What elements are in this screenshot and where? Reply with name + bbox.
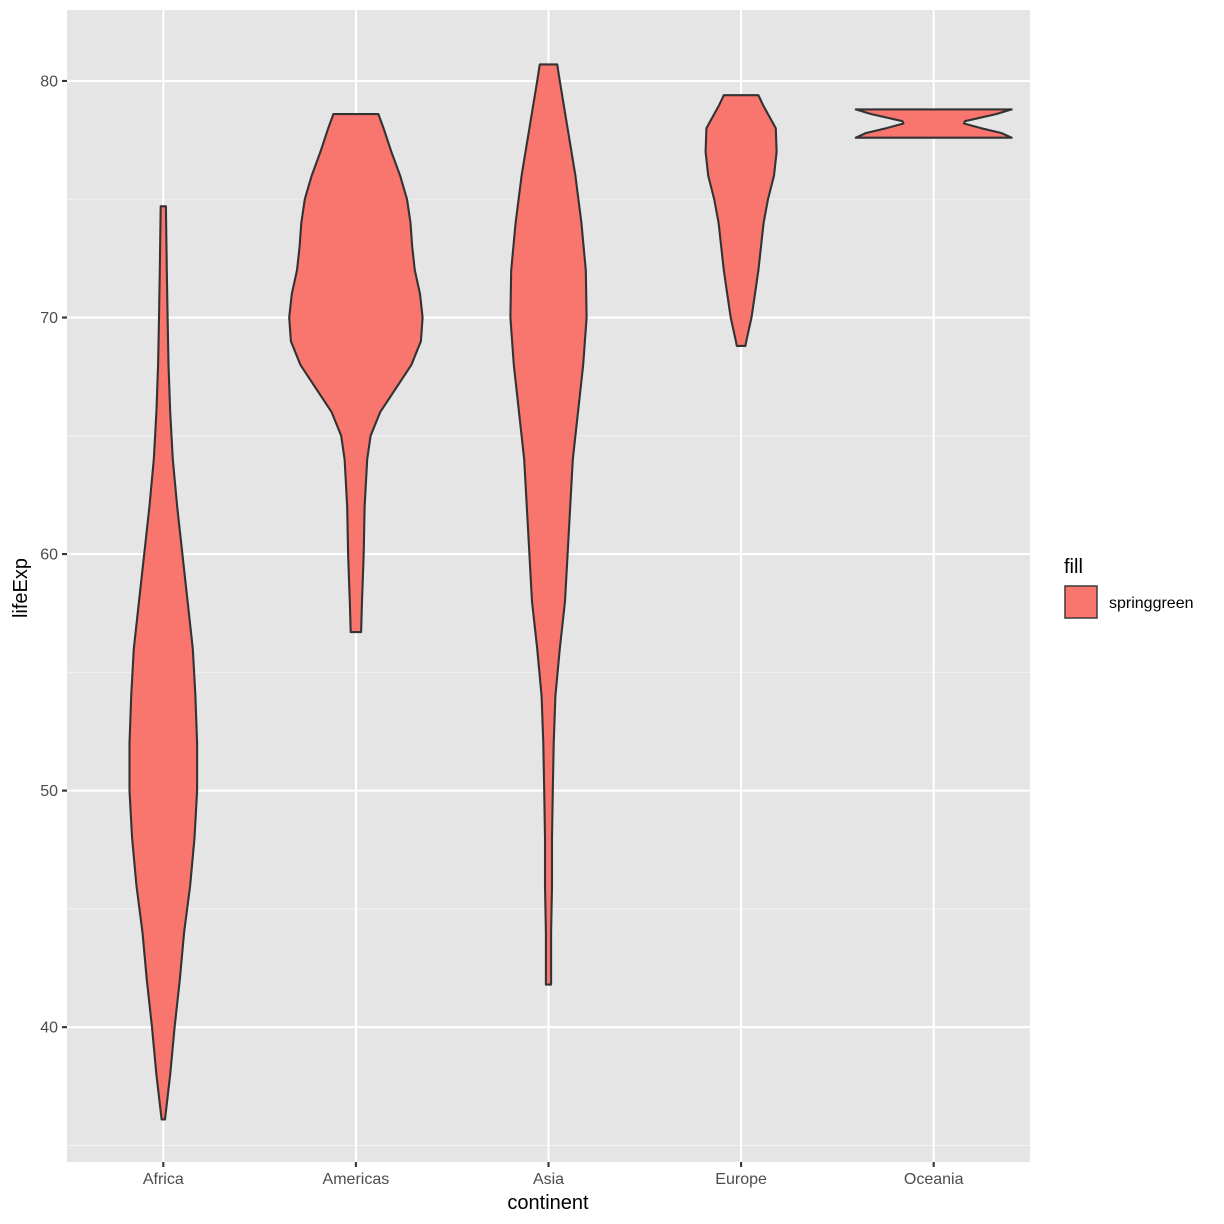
violin-oceania [854,108,1013,139]
x-tick-label: Asia [533,1171,564,1188]
y-tick-label: 60 [40,547,58,564]
violin-africa [128,205,199,1121]
y-tick-label: 80 [40,73,58,90]
legend-key-swatch [1064,585,1098,619]
x-tick-label: Europe [715,1171,767,1188]
y-tick-label: 70 [40,310,58,327]
violins [128,63,1013,1121]
violin-europe [704,94,778,347]
x-axis: Africa Americas Asia Europe Oceania [143,1162,964,1188]
x-tick-label: Americas [323,1171,390,1188]
x-tick-label: Oceania [904,1171,964,1188]
legend-title: fill [1064,556,1083,578]
y-axis-title: lifeExp [10,558,32,618]
x-axis-title: continent [507,1192,589,1214]
legend-label: springgreen [1109,595,1194,612]
y-tick-label: 40 [40,1020,58,1037]
violin-americas [288,113,424,634]
violin-asia [509,63,588,986]
y-axis: 40 50 60 70 80 [40,73,67,1037]
x-tick-label: Africa [143,1171,184,1188]
y-tick-label: 50 [40,783,58,800]
legend: fill springgreen [1064,556,1194,619]
